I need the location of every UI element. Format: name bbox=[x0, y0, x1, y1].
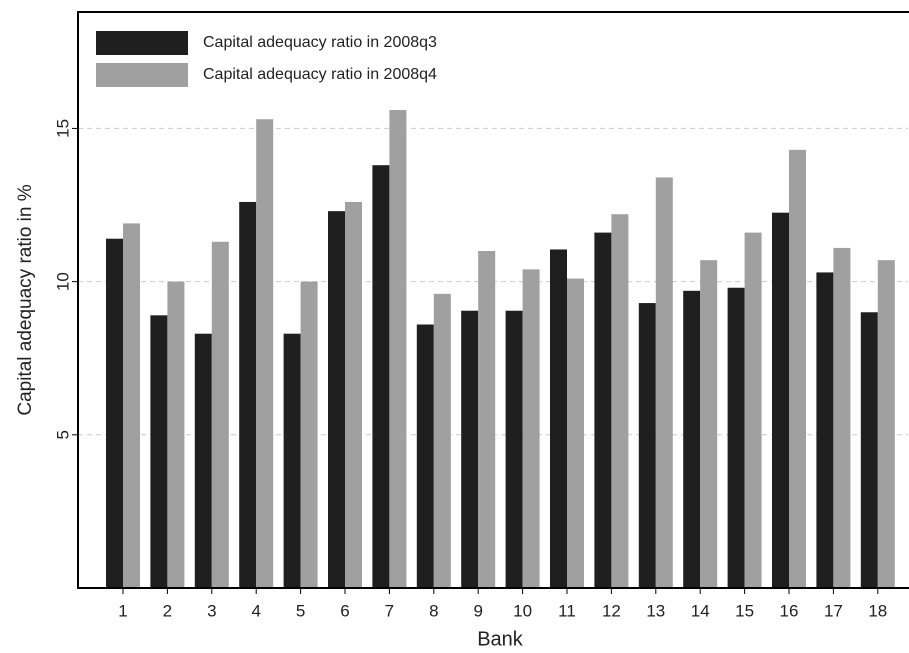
bar bbox=[478, 250, 496, 588]
bar bbox=[256, 119, 274, 588]
bar bbox=[372, 165, 390, 589]
bar bbox=[567, 278, 584, 588]
x-tick-label: 6 bbox=[340, 601, 349, 620]
bar bbox=[611, 214, 629, 588]
x-tick-label: 1 bbox=[118, 601, 127, 620]
bar bbox=[150, 315, 168, 588]
legend-swatch bbox=[96, 63, 188, 87]
y-tick-label: 15 bbox=[53, 119, 72, 138]
bar bbox=[833, 247, 851, 588]
bar bbox=[505, 310, 523, 588]
bar bbox=[283, 333, 301, 588]
bar bbox=[877, 260, 895, 588]
y-tick-label: 5 bbox=[53, 430, 72, 439]
bar bbox=[816, 272, 834, 588]
bar bbox=[594, 232, 612, 588]
x-tick-label: 14 bbox=[691, 601, 710, 620]
x-axis-label: Bank bbox=[477, 628, 524, 650]
bar bbox=[211, 241, 229, 588]
x-tick-label: 3 bbox=[207, 601, 216, 620]
bar bbox=[416, 324, 434, 588]
x-tick-label: 8 bbox=[429, 601, 438, 620]
bar bbox=[683, 290, 701, 588]
x-tick-label: 5 bbox=[296, 601, 305, 620]
y-tick-label: 10 bbox=[53, 272, 72, 291]
bar bbox=[389, 110, 407, 589]
x-tick-label: 11 bbox=[558, 601, 576, 620]
bar bbox=[744, 232, 762, 588]
bar bbox=[700, 260, 718, 588]
x-tick-label: 4 bbox=[251, 601, 260, 620]
legend-swatch bbox=[96, 31, 188, 55]
bar bbox=[433, 293, 451, 588]
bar bbox=[300, 281, 318, 588]
x-tick-label: 18 bbox=[868, 601, 887, 620]
bar bbox=[194, 333, 212, 588]
bar bbox=[328, 211, 345, 589]
bar bbox=[550, 249, 567, 588]
bar bbox=[860, 312, 878, 588]
x-tick-label: 15 bbox=[735, 601, 754, 620]
x-tick-label: 9 bbox=[473, 601, 482, 620]
bar bbox=[522, 269, 540, 588]
bar bbox=[638, 303, 656, 588]
legend-label: Capital adequacy ratio in 2008q4 bbox=[203, 66, 437, 83]
bar bbox=[789, 149, 806, 588]
legend-label: Capital adequacy ratio in 2008q3 bbox=[203, 34, 437, 51]
x-tick-label: 7 bbox=[385, 601, 394, 620]
x-tick-label: 12 bbox=[602, 601, 621, 620]
x-tick-label: 2 bbox=[163, 601, 172, 620]
x-tick-label: 10 bbox=[513, 601, 532, 620]
bar bbox=[106, 238, 123, 589]
bar bbox=[727, 287, 745, 588]
x-tick-label: 13 bbox=[646, 601, 665, 620]
x-tick-label: 16 bbox=[780, 601, 799, 620]
bar bbox=[655, 177, 673, 588]
bar bbox=[239, 201, 257, 588]
bar bbox=[123, 223, 140, 589]
plot-frame bbox=[77, 11, 909, 589]
x-tick-label: 17 bbox=[824, 601, 843, 620]
bar bbox=[772, 212, 789, 588]
bar bbox=[461, 310, 479, 588]
bar bbox=[345, 201, 362, 588]
y-axis-label: Capital adequacy ratio in % bbox=[15, 184, 36, 415]
bar bbox=[167, 281, 185, 588]
